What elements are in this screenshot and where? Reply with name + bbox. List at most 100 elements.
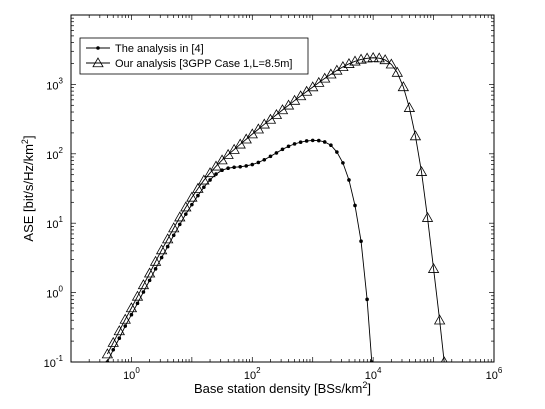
data-point-triangle — [192, 182, 204, 193]
data-point-dot — [244, 164, 249, 168]
legend-marker — [96, 46, 100, 50]
data-point-triangle — [119, 313, 131, 324]
data-point-dot — [365, 297, 369, 302]
data-point-triangle — [131, 290, 144, 301]
data-point-triangle — [222, 148, 234, 159]
data-point-triangle — [180, 201, 192, 212]
series-line — [106, 139, 373, 362]
legend-item: The analysis in [4] — [86, 43, 204, 55]
data-point-triangle — [367, 51, 379, 62]
y-tick-labels: 10-1 100 101 102 103 — [44, 76, 64, 370]
data-point-dot — [310, 138, 315, 143]
data-point-triangle — [415, 166, 428, 176]
data-point-triangle — [361, 52, 373, 63]
data-point-dot — [250, 162, 255, 167]
data-point-dot — [196, 193, 200, 198]
data-point-dot — [171, 233, 176, 238]
legend-item: Our analysis [3GPP Case 1,L=8.5m] — [86, 57, 292, 70]
data-point-triangle — [385, 58, 398, 69]
data-point-triangle — [379, 54, 391, 65]
x-tick-label: 104 — [365, 366, 382, 382]
data-point-dot — [111, 347, 116, 352]
data-point-triangle — [240, 133, 252, 144]
data-point-dot — [298, 140, 303, 144]
data-point-dot — [214, 172, 218, 176]
y-tick-label: 10-1 — [44, 354, 64, 370]
axis-ticks — [70, 15, 494, 363]
data-point-dot — [268, 154, 273, 159]
data-point-dot — [220, 168, 224, 173]
data-point-dot — [341, 161, 345, 165]
data-point-triangle — [397, 81, 410, 92]
x-tick-label: 102 — [244, 366, 261, 382]
data-point-dot — [262, 157, 267, 162]
data-point-dot — [280, 147, 285, 152]
data-point-triangle — [270, 108, 283, 119]
data-point-triangle — [137, 279, 150, 290]
series-2 — [101, 51, 448, 362]
x-tick-label: 100 — [123, 366, 140, 382]
data-point-triangle — [198, 174, 210, 185]
series-layer — [101, 51, 448, 362]
data-point-dot — [141, 290, 146, 294]
data-point-dot — [129, 312, 134, 317]
data-point-dot — [159, 255, 164, 260]
series-line — [106, 57, 445, 362]
data-point-triangle — [113, 325, 125, 336]
y-tick-label: 100 — [46, 285, 63, 301]
legend: The analysis in [4] Our analysis [3GPP Ca… — [79, 37, 309, 75]
data-point-dot — [202, 185, 206, 190]
plot-area — [70, 14, 495, 363]
data-point-triangle — [143, 267, 156, 278]
data-point-triangle — [174, 211, 186, 222]
data-point-triangle — [210, 160, 222, 171]
data-point-dot — [292, 142, 297, 146]
legend-items: The analysis in [4] Our analysis [3GPP Ca… — [86, 43, 292, 70]
data-point-dot — [316, 138, 321, 143]
data-point-dot — [304, 139, 309, 143]
data-point-triangle — [161, 233, 174, 244]
data-point-dot — [369, 360, 374, 362]
data-point-dot — [322, 140, 327, 144]
data-point-dot — [117, 336, 122, 341]
y-tick-label: 101 — [46, 215, 63, 231]
data-point-triangle — [403, 101, 416, 112]
data-point-triangle — [433, 314, 446, 325]
data-point-triangle — [101, 348, 114, 359]
data-point-triangle — [228, 143, 240, 154]
legend-label: The analysis in [4] — [115, 43, 204, 55]
data-point-dot — [238, 164, 243, 169]
data-point-dot — [190, 202, 194, 207]
x-axis-label: Base station density [BSs/km2] — [194, 380, 371, 396]
y-tick-label: 103 — [46, 76, 63, 92]
data-point-dot — [208, 178, 212, 182]
data-point-triangle — [125, 302, 138, 313]
data-point-triangle — [409, 130, 422, 141]
series-1 — [105, 138, 374, 362]
data-point-dot — [329, 143, 333, 148]
data-point-dot — [165, 244, 170, 249]
data-point-triangle — [258, 118, 270, 129]
data-point-dot — [274, 151, 279, 155]
data-point-triangle — [216, 154, 228, 165]
data-point-triangle — [427, 263, 440, 273]
data-point-triangle — [234, 138, 246, 149]
legend-marker — [92, 57, 104, 68]
data-point-dot — [177, 222, 182, 227]
data-point-triangle — [373, 52, 385, 63]
data-point-triangle — [325, 68, 337, 79]
data-point-triangle — [155, 244, 168, 255]
y-tick-label: 102 — [46, 146, 63, 162]
data-point-triangle — [149, 255, 162, 266]
data-point-triangle — [421, 211, 434, 222]
data-point-dot — [226, 166, 230, 171]
data-point-dot — [105, 360, 110, 362]
data-point-triangle — [252, 123, 265, 134]
data-point-dot — [123, 324, 128, 328]
data-point-dot — [286, 144, 291, 149]
data-point-dot — [353, 203, 357, 208]
legend-box — [79, 37, 309, 75]
data-point-triangle — [186, 191, 198, 202]
data-point-dot — [135, 301, 140, 306]
